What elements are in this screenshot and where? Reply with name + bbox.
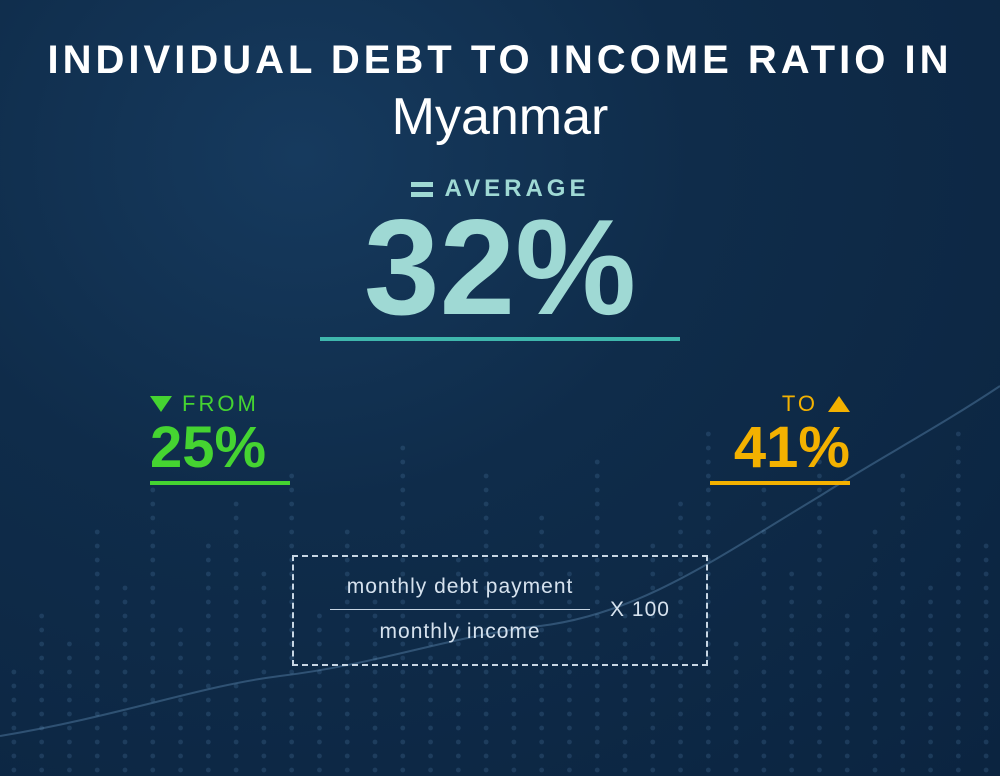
triangle-up-icon: [828, 396, 850, 412]
average-value: 32%: [364, 199, 636, 335]
range-to-underline: [710, 481, 850, 485]
formula-fraction-line: [330, 609, 590, 610]
content-container: INDIVIDUAL DEBT TO INCOME RATIO IN Myanm…: [0, 0, 1000, 776]
title-line1: INDIVIDUAL DEBT TO INCOME RATIO IN: [48, 38, 953, 83]
triangle-down-icon: [150, 396, 172, 412]
formula-numerator: monthly debt payment: [347, 575, 574, 599]
formula-multiplier: X 100: [610, 598, 670, 622]
range-to-label: TO: [782, 391, 818, 417]
range-from-label-row: FROM: [150, 391, 259, 417]
range-from-label: FROM: [182, 391, 259, 417]
range-from-value: 25%: [150, 419, 266, 477]
range-to-value: 41%: [734, 419, 850, 477]
range-row: FROM 25% TO 41%: [0, 391, 1000, 485]
title-line2: Myanmar: [392, 87, 609, 147]
range-to-block: TO 41%: [710, 391, 850, 485]
formula-denominator: monthly income: [380, 620, 541, 644]
average-underline: [320, 337, 680, 341]
average-block: AVERAGE 32%: [320, 175, 680, 341]
range-from-block: FROM 25%: [150, 391, 290, 485]
range-to-label-row: TO: [782, 391, 850, 417]
formula-box: monthly debt payment monthly income X 10…: [292, 555, 708, 666]
formula-fraction: monthly debt payment monthly income: [330, 575, 590, 644]
range-from-underline: [150, 481, 290, 485]
